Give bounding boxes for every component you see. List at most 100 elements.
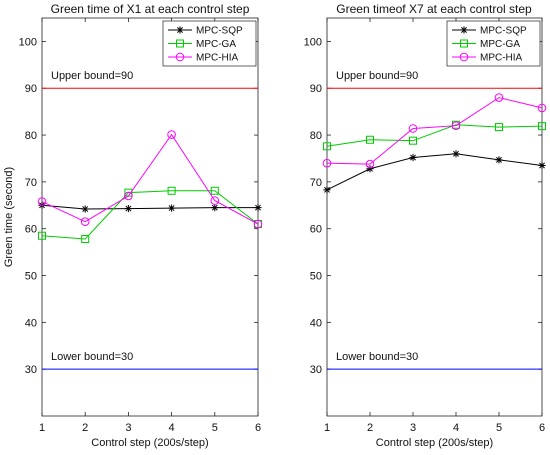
data-point (167, 130, 176, 139)
series-mpc-hia (37, 130, 263, 229)
x-tick-label: 4 (169, 422, 175, 434)
series-line (326, 124, 543, 147)
data-point (538, 122, 546, 131)
legend-entry: MPC-SQP (452, 26, 527, 37)
data-point (38, 231, 46, 240)
legend: MPC-SQP MPC-GA MPC-HIA (162, 20, 257, 67)
series-mpc-ga (323, 120, 546, 151)
data-point (168, 204, 176, 212)
data-point (211, 204, 219, 212)
legend: MPC-SQP MPC-GA MPC-HIA (446, 20, 541, 67)
x-tick-label: 3 (410, 422, 416, 434)
legend-marker (176, 39, 184, 48)
x-tick-label: 6 (539, 422, 545, 434)
series-line (41, 190, 259, 240)
x-tick-label: 1 (39, 422, 45, 434)
data-point (495, 123, 503, 132)
series-line (41, 204, 258, 210)
y-tick-label: 60 (310, 224, 322, 236)
x-tick-label: 4 (453, 422, 459, 434)
data-point (81, 235, 90, 244)
data-point (538, 161, 546, 170)
y-tick-label: 80 (25, 130, 37, 142)
y-tick-label: 40 (25, 317, 37, 329)
legend-marker (175, 52, 185, 62)
y-tick-label: 100 (304, 36, 322, 48)
y-tick-label: 90 (25, 83, 37, 95)
x-tick-label: 5 (496, 422, 502, 434)
data-point (451, 121, 461, 130)
data-point (408, 124, 418, 133)
legend-label: MPC-HIA (480, 53, 523, 64)
legend-marker (176, 26, 184, 34)
data-point (253, 219, 263, 229)
data-point (37, 197, 47, 206)
y-tick-label: 30 (25, 364, 37, 376)
legend-marker (460, 39, 468, 48)
data-point (495, 156, 503, 164)
data-point (167, 186, 176, 195)
chart-panel-2: Green timeof X7 at each control step 30 40… (304, 2, 547, 449)
x-tick-label: 5 (212, 422, 218, 434)
series-mpc-sqp (323, 150, 546, 194)
y-tick-label: 50 (25, 271, 37, 283)
legend-marker (459, 52, 469, 62)
series-mpc-hia (322, 93, 547, 169)
y-tick-label: 40 (310, 317, 322, 329)
data-point (409, 153, 417, 162)
data-point (323, 142, 331, 151)
legend-entry: MPC-SQP (168, 26, 243, 37)
data-point (365, 159, 375, 169)
x-tick-label: 1 (324, 422, 330, 434)
data-point (81, 205, 89, 213)
x-tick-label: 6 (255, 422, 261, 434)
series-line (326, 97, 543, 165)
data-point (254, 204, 262, 212)
legend-label: MPC-GA (480, 39, 520, 50)
legend-label: MPC-HIA (196, 53, 239, 64)
data-point (210, 196, 220, 205)
y-tick-label: 60 (25, 224, 37, 236)
data-point (210, 186, 219, 195)
y-tick-label: 30 (310, 364, 322, 376)
data-point (366, 135, 374, 144)
chart-panel-1: Green time of X1 at each control step 30 4… (3, 2, 263, 449)
legend-entry: MPC-HIA (168, 53, 239, 64)
series-line (326, 153, 543, 191)
lower-bound-label: Lower bound=30 (51, 351, 133, 363)
upper-bound-label: Upper bound=90 (51, 70, 133, 82)
x-axis-label: Control step (200s/step) (91, 437, 208, 449)
y-axis-label: Green time (second) (3, 167, 15, 267)
data-point (366, 165, 374, 173)
lower-bound-label: Lower bound=30 (336, 351, 418, 363)
legend-entry: MPC-HIA (452, 53, 523, 64)
y-tick-label: 50 (310, 271, 322, 283)
y-tick-label: 100 (19, 36, 37, 48)
y-tick-label: 90 (310, 83, 322, 95)
upper-bound-label: Upper bound=90 (336, 70, 418, 82)
x-tick-label: 2 (367, 422, 373, 434)
y-tick-label: 80 (310, 130, 322, 142)
data-point (323, 186, 331, 194)
plot-frame (326, 17, 543, 417)
data-point (452, 150, 460, 158)
data-point (494, 93, 504, 102)
x-tick-label: 3 (125, 422, 131, 434)
y-tick-label: 70 (25, 177, 37, 189)
plot-frame (41, 17, 259, 417)
legend-entry: MPC-GA (452, 39, 520, 50)
legend-label: MPC-SQP (196, 26, 243, 37)
data-point (124, 191, 133, 201)
chart-title: Green timeof X7 at each control step (336, 2, 532, 16)
legend-marker (460, 26, 468, 34)
data-point (322, 158, 332, 168)
chart-title: Green time of X1 at each control step (51, 2, 250, 16)
data-point (80, 217, 90, 226)
legend-label: MPC-GA (196, 39, 236, 50)
x-axis-label: Control step (200s/step) (376, 437, 493, 449)
legend-entry: MPC-GA (168, 39, 236, 50)
data-point (409, 136, 417, 145)
series-line (41, 133, 259, 225)
